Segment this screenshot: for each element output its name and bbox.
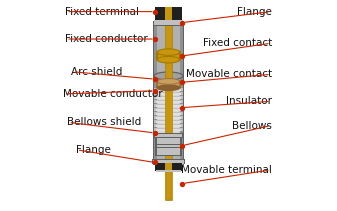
Bar: [154, 22, 183, 25]
Bar: [154, 133, 183, 135]
Ellipse shape: [155, 73, 182, 79]
Bar: [153, 21, 184, 165]
Bar: [152, 159, 185, 164]
Bar: [153, 21, 184, 26]
Text: Flange: Flange: [237, 7, 272, 17]
Bar: [156, 52, 181, 60]
Text: Flange: Flange: [76, 145, 111, 155]
Bar: [154, 100, 183, 103]
Ellipse shape: [153, 71, 184, 81]
Bar: [157, 88, 180, 136]
Bar: [155, 134, 182, 137]
Bar: [157, 153, 180, 155]
Bar: [155, 7, 182, 21]
Ellipse shape: [158, 49, 179, 55]
Bar: [154, 116, 183, 119]
Bar: [154, 88, 183, 91]
Bar: [155, 147, 182, 150]
Text: Bellows shield: Bellows shield: [67, 117, 142, 127]
Text: Movable terminal: Movable terminal: [181, 165, 272, 175]
Bar: [156, 133, 181, 135]
Bar: [156, 101, 181, 103]
Ellipse shape: [158, 79, 179, 84]
Bar: [155, 163, 182, 171]
Bar: [154, 108, 183, 111]
Text: Fixed contact: Fixed contact: [203, 38, 272, 48]
Bar: [155, 153, 182, 156]
Text: Fixed conductor: Fixed conductor: [65, 34, 148, 44]
Bar: [154, 120, 183, 123]
Ellipse shape: [156, 56, 181, 64]
Text: Arc shield: Arc shield: [71, 67, 123, 77]
Bar: [155, 139, 182, 142]
Bar: [156, 117, 181, 119]
Bar: [158, 53, 179, 59]
Ellipse shape: [156, 84, 181, 91]
Bar: [155, 145, 182, 147]
Bar: [154, 20, 183, 22]
Text: Fixed terminal: Fixed terminal: [65, 7, 139, 17]
Bar: [153, 133, 184, 138]
Text: Insulator: Insulator: [226, 96, 272, 106]
Bar: [154, 128, 183, 131]
Bar: [157, 142, 180, 144]
Bar: [154, 112, 183, 115]
Bar: [154, 21, 183, 165]
Bar: [158, 88, 179, 136]
Ellipse shape: [156, 48, 181, 56]
Ellipse shape: [156, 78, 181, 85]
Bar: [157, 21, 180, 165]
Bar: [158, 82, 179, 87]
Bar: [157, 145, 180, 147]
Text: Bellows: Bellows: [232, 120, 272, 131]
Bar: [154, 96, 183, 99]
Bar: [156, 93, 181, 95]
Bar: [157, 139, 180, 142]
Bar: [154, 104, 183, 107]
Ellipse shape: [158, 57, 179, 62]
Text: Movable conductor: Movable conductor: [63, 89, 163, 99]
Bar: [157, 148, 180, 150]
Bar: [153, 160, 184, 164]
Bar: [165, 7, 172, 21]
Bar: [156, 170, 181, 172]
Bar: [165, 11, 172, 200]
Bar: [166, 171, 171, 200]
Bar: [156, 97, 181, 99]
Bar: [155, 142, 182, 145]
Bar: [154, 92, 183, 95]
Bar: [156, 105, 181, 107]
Bar: [156, 129, 181, 131]
Bar: [165, 163, 172, 171]
Bar: [156, 89, 181, 91]
Bar: [155, 136, 182, 139]
Bar: [157, 137, 180, 139]
Bar: [156, 113, 181, 115]
Bar: [156, 121, 181, 123]
Text: Movable contact: Movable contact: [186, 69, 272, 79]
Bar: [157, 150, 180, 153]
Bar: [156, 125, 181, 127]
Bar: [154, 124, 183, 127]
Bar: [155, 150, 182, 153]
Bar: [156, 109, 181, 111]
Bar: [156, 81, 181, 88]
